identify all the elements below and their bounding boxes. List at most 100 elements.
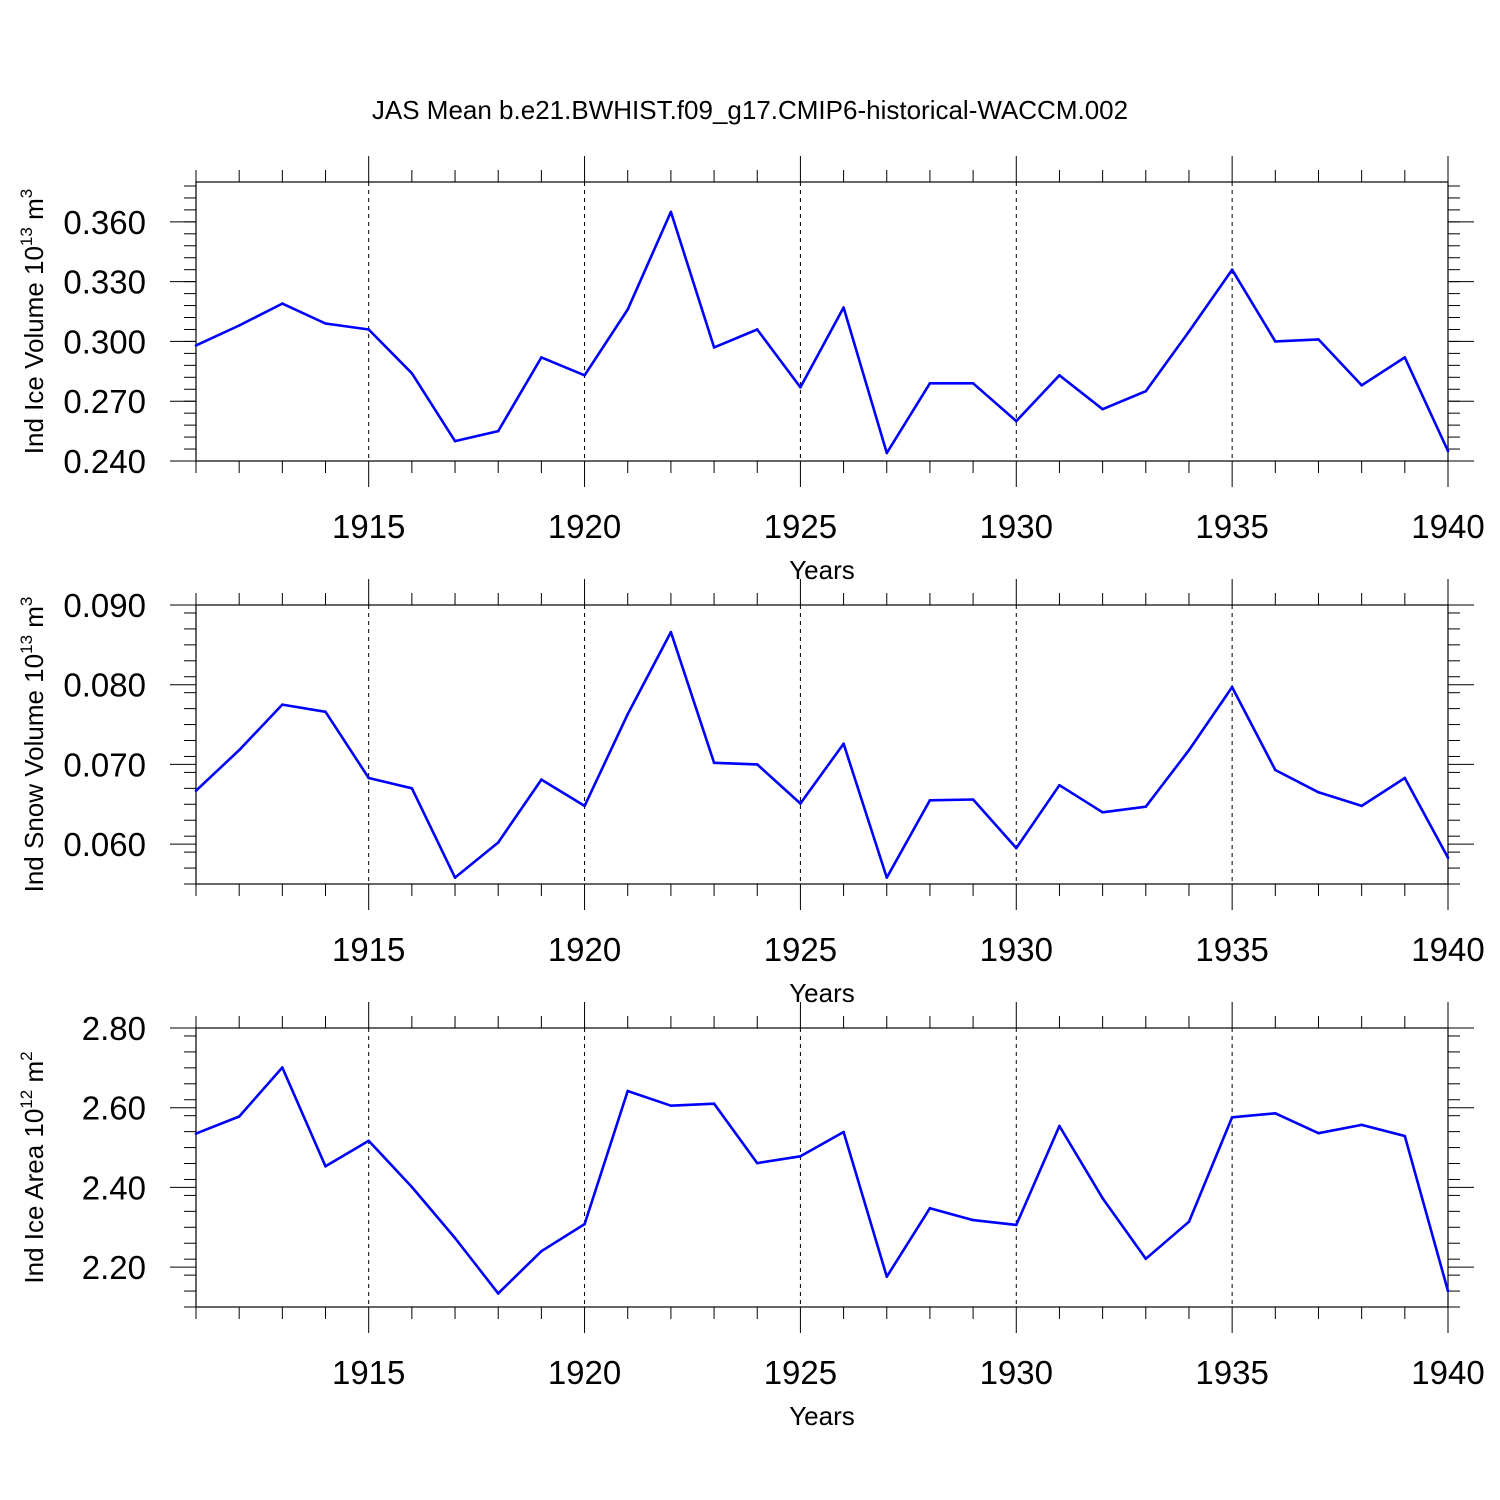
data-point <box>1403 776 1407 780</box>
data-point <box>540 778 543 781</box>
data-point <box>712 1102 716 1106</box>
data-point <box>1274 768 1277 772</box>
y-axis-title-exponent: 13 <box>17 227 36 246</box>
data-point <box>1101 407 1104 411</box>
y-tick-label: 0.300 <box>63 323 146 360</box>
y-tick-label: 0.240 <box>63 443 146 480</box>
x-tick-label: 1915 <box>332 931 405 968</box>
y-axis-title-main: Ind Ice Volume 10 <box>19 246 49 454</box>
data-point <box>237 748 241 752</box>
y-axis-title-exponent: 12 <box>17 1090 36 1109</box>
panels: 0.240 0.270 0.300 0.330 0.360 1915 1920 1925 193… <box>17 156 1485 1431</box>
x-axis-title: Years <box>789 978 855 1008</box>
data-point <box>971 798 975 801</box>
data-point <box>626 712 630 716</box>
data-point <box>281 302 284 305</box>
data-point <box>928 1206 932 1210</box>
data-point <box>583 374 586 377</box>
data-point <box>626 1089 630 1093</box>
y-tick-label: 0.070 <box>63 746 146 783</box>
x-tick-label: 1915 <box>332 1354 405 1391</box>
y-axis-title-unit-exponent: 3 <box>17 597 36 606</box>
data-point <box>237 1115 241 1118</box>
x-tick-label: 1925 <box>764 508 837 545</box>
data-point <box>1403 1134 1407 1138</box>
x-axis-title: Years <box>789 555 855 585</box>
data-point <box>1058 783 1061 787</box>
x-tick-label: 1935 <box>1195 508 1268 545</box>
data-point <box>367 776 370 780</box>
data-point <box>971 1218 975 1222</box>
data-point <box>1317 338 1320 341</box>
chart-panel-2: 0.060 0.070 0.080 0.090 1915 1920 1925 1930 1935… <box>17 579 1485 1008</box>
x-tick-label: 1925 <box>764 1354 837 1391</box>
y-tick-label: 0.060 <box>63 826 146 863</box>
data-point <box>540 1249 543 1253</box>
y-axis-title-main: Ind Ice Area 10 <box>19 1109 49 1284</box>
data-point <box>324 710 327 714</box>
data-point <box>1274 1111 1277 1115</box>
data-point <box>885 876 889 879</box>
x-tick-label: 1930 <box>980 508 1053 545</box>
x-tick-label: 1930 <box>980 1354 1053 1391</box>
data-point <box>281 703 284 706</box>
y-tick-label: 2.60 <box>82 1090 146 1127</box>
data-point <box>1014 846 1018 850</box>
data-point <box>237 324 241 327</box>
data-point <box>1187 748 1191 752</box>
data-point <box>928 799 932 802</box>
y-tick-label: 2.20 <box>82 1249 146 1286</box>
x-tick-label: 1915 <box>332 508 405 545</box>
data-point <box>712 346 716 349</box>
data-point <box>1144 389 1148 393</box>
data-point <box>755 328 759 331</box>
x-tick-label: 1935 <box>1195 931 1268 968</box>
figure-title: JAS Mean b.e21.BWHIST.f09_g17.CMIP6-hist… <box>372 95 1128 125</box>
data-point <box>1058 374 1061 377</box>
data-point <box>583 1222 586 1226</box>
data-point <box>928 381 932 385</box>
data-point <box>367 1139 370 1143</box>
data-point <box>194 1132 198 1135</box>
data-point <box>669 630 673 634</box>
data-series-line <box>195 1066 1450 1295</box>
data-point <box>669 210 673 214</box>
data-point <box>1317 791 1320 794</box>
data-point <box>324 322 327 325</box>
data-point <box>1230 1115 1234 1119</box>
y-axis-title-unit: m <box>19 606 49 635</box>
data-point <box>1101 810 1104 814</box>
x-axis-title: Years <box>789 1401 855 1431</box>
y-axis-title-main: Ind Snow Volume 10 <box>19 654 49 893</box>
data-point <box>410 787 414 790</box>
data-point <box>540 356 543 359</box>
y-axis-title-exponent: 13 <box>17 635 36 654</box>
data-point <box>496 1292 500 1295</box>
y-tick-label: 0.330 <box>63 264 146 301</box>
data-series-line <box>195 210 1450 455</box>
data-point <box>194 344 198 347</box>
data-point <box>755 1161 759 1165</box>
x-tick-label: 1940 <box>1411 508 1484 545</box>
chart-panel-1: 0.240 0.270 0.300 0.330 0.360 1915 1920 1925 193… <box>17 156 1485 585</box>
data-point <box>281 1066 284 1069</box>
x-tick-label: 1935 <box>1195 1354 1268 1391</box>
data-point <box>453 876 457 879</box>
plot-frame <box>195 1027 1449 1308</box>
data-point <box>1230 268 1234 271</box>
y-axis-title-unit: m <box>19 1061 49 1090</box>
y-axis-title-unit-exponent: 2 <box>17 1051 36 1060</box>
data-point <box>971 381 975 385</box>
y-axis-title-unit-exponent: 3 <box>17 189 36 198</box>
data-point <box>885 1275 889 1279</box>
y-tick-label: 2.40 <box>82 1169 146 1206</box>
data-point <box>842 1130 845 1134</box>
data-point <box>453 1236 457 1240</box>
data-point <box>1317 1131 1320 1135</box>
data-point <box>1014 419 1018 423</box>
y-tick-label: 0.080 <box>63 667 146 704</box>
data-point <box>194 789 198 793</box>
data-point <box>712 761 716 765</box>
data-point <box>1446 856 1450 859</box>
